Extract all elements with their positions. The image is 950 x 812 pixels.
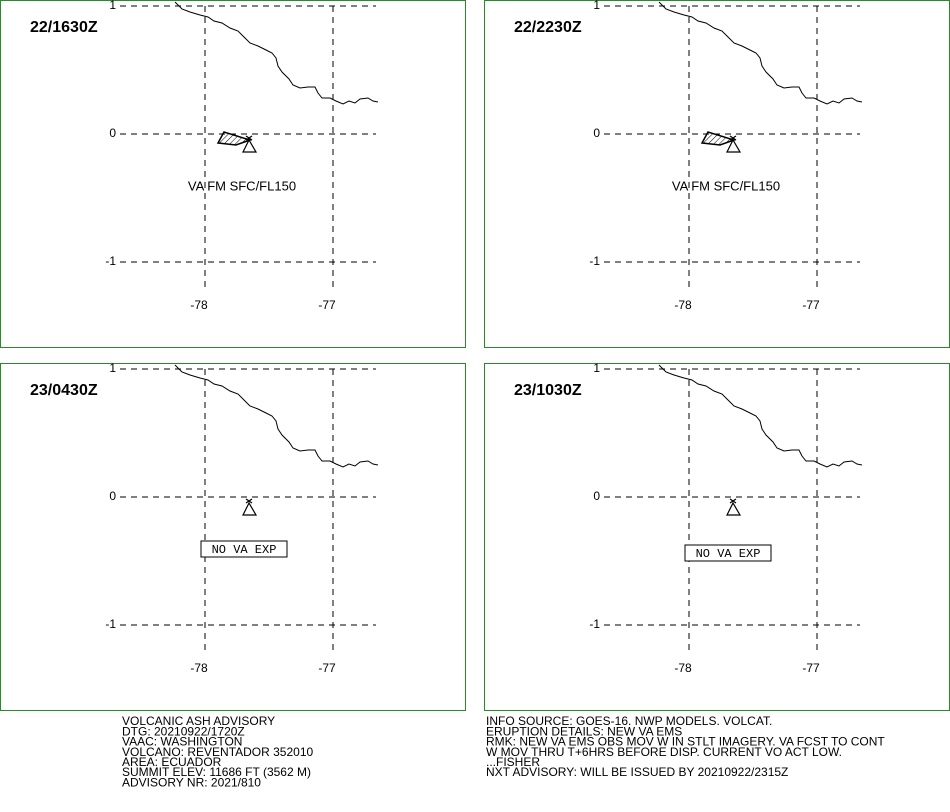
longitude-label: -78 — [674, 298, 692, 312]
latitude-label: -1 — [589, 254, 600, 268]
footer-line: ADVISORY NR: 2021/810 — [122, 775, 261, 789]
footer-line: SUMMIT ELEV: 11686 FT (3562 M) — [122, 765, 311, 779]
footer-line: AREA: ECUADOR — [122, 755, 222, 769]
ash-label: NO VA EXP — [696, 547, 761, 561]
volcano-symbol — [242, 498, 258, 516]
footer-line: VOLCANIC ASH ADVISORY — [122, 714, 275, 728]
latitude-label: -1 — [105, 254, 116, 268]
map-panel: 1 0 -1 -78 -77 22/2230Z VA FM SFC/FL150 — [484, 0, 950, 348]
coastline — [174, 364, 379, 468]
latitude-label: 1 — [593, 361, 600, 375]
map-panel: 1 0 -1 -78 -77 23/1030Z NO VA EXP — [484, 361, 950, 711]
volcano-symbol — [726, 498, 742, 516]
longitude-label: -78 — [190, 298, 208, 312]
valid-time: 22/1630Z — [30, 19, 98, 36]
footer-line: ERUPTION DETAILS: NEW VA EMS — [486, 724, 682, 738]
longitude-label: -77 — [318, 298, 336, 312]
footer-line: W MOV THRU T+6HRS BEFORE DISP. CURRENT V… — [486, 745, 842, 759]
latitude-label: -1 — [105, 617, 116, 631]
valid-time: 22/2230Z — [514, 19, 582, 36]
panel-border — [484, 363, 950, 711]
map-panel: 1 0 -1 -78 -77 22/1630Z VA FM SFC/FL150 — [0, 0, 466, 348]
coastline — [658, 364, 863, 468]
ash-label: VA FM SFC/FL150 — [672, 178, 780, 193]
latitude-label: -1 — [589, 617, 600, 631]
label-box — [684, 544, 772, 562]
map-panel: 1 0 -1 -78 -77 23/0430Z NO VA EXP — [0, 361, 466, 711]
latitude-label: 1 — [109, 0, 116, 12]
latitude-label: 1 — [593, 0, 600, 12]
longitude-label: -77 — [318, 661, 336, 675]
latitude-label: 0 — [593, 489, 600, 503]
ash-label: VA FM SFC/FL150 — [188, 178, 296, 193]
label-box — [200, 540, 288, 558]
longitude-label: -78 — [674, 661, 692, 675]
panel-border — [484, 0, 950, 348]
valid-time: 23/0430Z — [30, 382, 98, 399]
longitude-label: -77 — [802, 298, 820, 312]
latitude-label: 0 — [593, 126, 600, 140]
footer-line: INFO SOURCE: GOES-16. NWP MODELS. VOLCAT… — [486, 714, 772, 728]
footer-line: VAAC: WASHINGTON — [122, 735, 242, 749]
latitude-label: 1 — [109, 361, 116, 375]
footer-line: NXT ADVISORY: WILL BE ISSUED BY 20210922… — [486, 765, 788, 779]
latitude-label: 0 — [109, 489, 116, 503]
ash-area — [700, 131, 737, 146]
valid-time: 23/1030Z — [514, 382, 582, 399]
longitude-label: -77 — [802, 661, 820, 675]
footer-line: RMK: NEW VA EMS OBS MOV W IN STLT IMAGER… — [486, 735, 885, 749]
footer-line: ...FISHER — [486, 755, 540, 769]
footer-line: DTG: 20210922/1720Z — [122, 724, 245, 738]
coastline — [174, 1, 379, 105]
footer-line: VOLCANO: REVENTADOR 352010 — [122, 745, 314, 759]
ash-label: NO VA EXP — [212, 543, 277, 557]
longitude-label: -78 — [190, 661, 208, 675]
ash-area — [216, 131, 253, 146]
latitude-label: 0 — [109, 126, 116, 140]
panel-border — [0, 0, 466, 348]
coastline — [658, 1, 863, 105]
panel-border — [0, 363, 466, 711]
